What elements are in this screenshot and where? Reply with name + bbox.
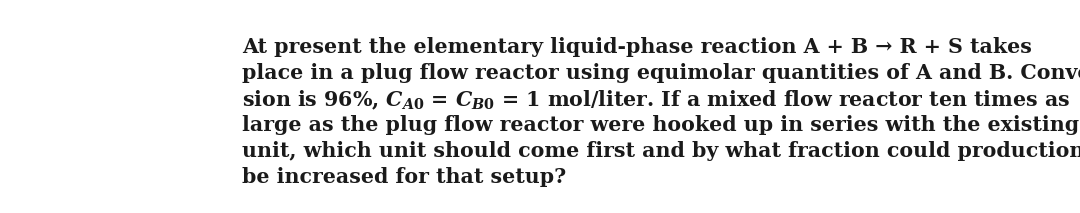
Text: sion is 96%, $C_{A0}$ = $C_{B0}$ = 1 mol/liter. If a mixed flow reactor ten time: sion is 96%, $C_{A0}$ = $C_{B0}$ = 1 mol… xyxy=(242,89,1070,112)
Text: place in a plug flow reactor using equimolar quantities of A and B. Conver-: place in a plug flow reactor using equim… xyxy=(242,63,1080,83)
Text: large as the plug flow reactor were hooked up in series with the existing: large as the plug flow reactor were hook… xyxy=(242,115,1079,135)
Text: At present the elementary liquid-phase reaction A + B → R + S takes: At present the elementary liquid-phase r… xyxy=(242,37,1032,57)
Text: unit, which unit should come first and by what fraction could production: unit, which unit should come first and b… xyxy=(242,141,1080,161)
Text: be increased for that setup?: be increased for that setup? xyxy=(242,167,566,187)
